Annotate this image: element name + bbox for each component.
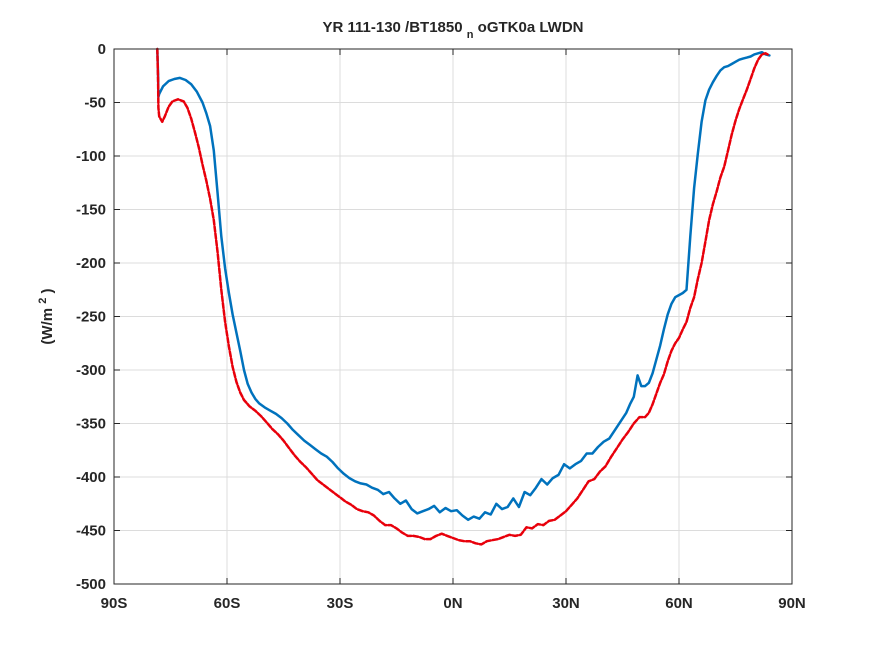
y-tick-label: -450 — [76, 523, 106, 540]
y-axis-label-prefix: (W/m — [39, 308, 56, 345]
y-tick-label: 0 — [98, 41, 106, 58]
y-tick-label: -100 — [76, 148, 106, 165]
y-tick-label: -500 — [76, 576, 106, 593]
chart-title-main: YR 111-130 /BT1850 — [322, 19, 462, 36]
y-tick-label: -300 — [76, 362, 106, 379]
y-axis-label: (W/m 2 ) — [33, 288, 56, 344]
y-tick-label: -50 — [84, 95, 106, 112]
y-tick-label: -150 — [76, 202, 106, 219]
y-axis-label-superscript: 2 — [37, 298, 49, 304]
series-line-2 — [156, 47, 771, 546]
y-axis-label-suffix: ) — [39, 288, 56, 293]
chart-title-tail: oGTK0a LWDN — [478, 19, 584, 36]
chart-title-subscript: n — [467, 29, 474, 41]
x-tick-label: 0N — [443, 595, 462, 612]
series-lines — [156, 47, 771, 546]
axis-ticks: 90S 60S 30S 0N 30N 60N 90N 0 -50 -100 -150 -200 -250… — [76, 41, 806, 612]
x-tick-label: 90S — [101, 595, 128, 612]
x-tick-label: 60S — [214, 595, 241, 612]
chart-title: YR 111-130 /BT1850 n oGTK0a LWDN — [322, 19, 583, 42]
y-tick-label: -200 — [76, 255, 106, 272]
x-tick-label: 30S — [327, 595, 354, 612]
y-tick-label: -350 — [76, 416, 106, 433]
x-tick-label: 90N — [778, 595, 806, 612]
x-tick-label: 30N — [552, 595, 580, 612]
y-tick-label: -400 — [76, 469, 106, 486]
y-tick-label: -250 — [76, 309, 106, 326]
x-tick-label: 60N — [665, 595, 693, 612]
series-line-1 — [156, 47, 771, 522]
